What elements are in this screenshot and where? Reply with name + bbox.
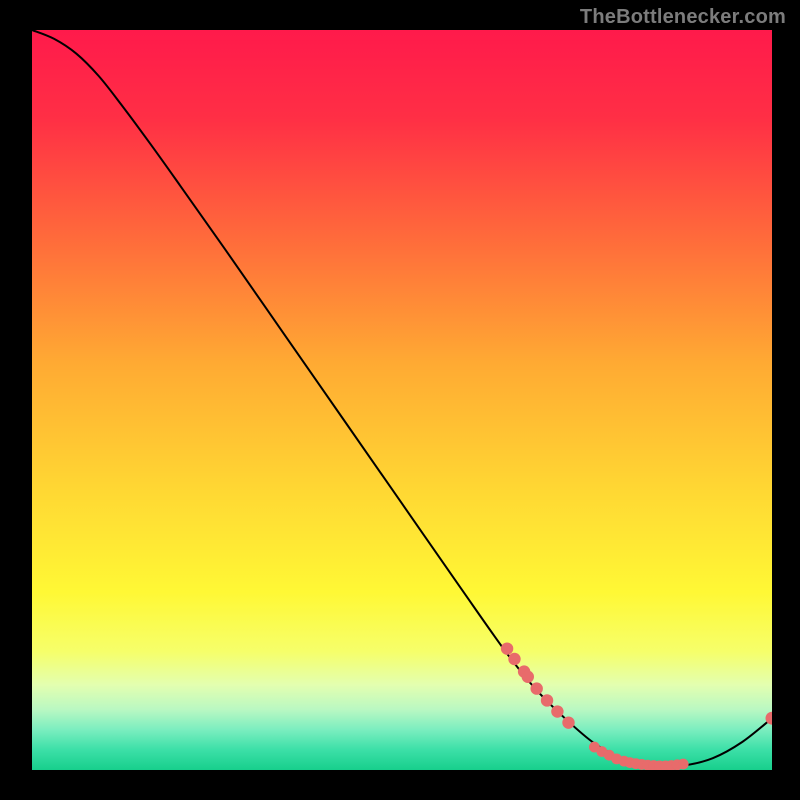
chart-svg: [0, 0, 800, 800]
data-marker: [678, 759, 689, 770]
data-marker: [562, 716, 574, 728]
marker-end: [766, 712, 779, 725]
data-marker: [522, 671, 534, 683]
watermark-text: TheBottlenecker.com: [580, 6, 786, 29]
data-marker: [551, 705, 563, 717]
bottleneck-chart: TheBottlenecker.com: [0, 0, 800, 800]
gradient-background: [32, 30, 772, 770]
data-marker: [530, 682, 542, 694]
data-marker: [508, 653, 520, 665]
data-marker: [501, 642, 513, 654]
data-marker: [541, 694, 553, 706]
